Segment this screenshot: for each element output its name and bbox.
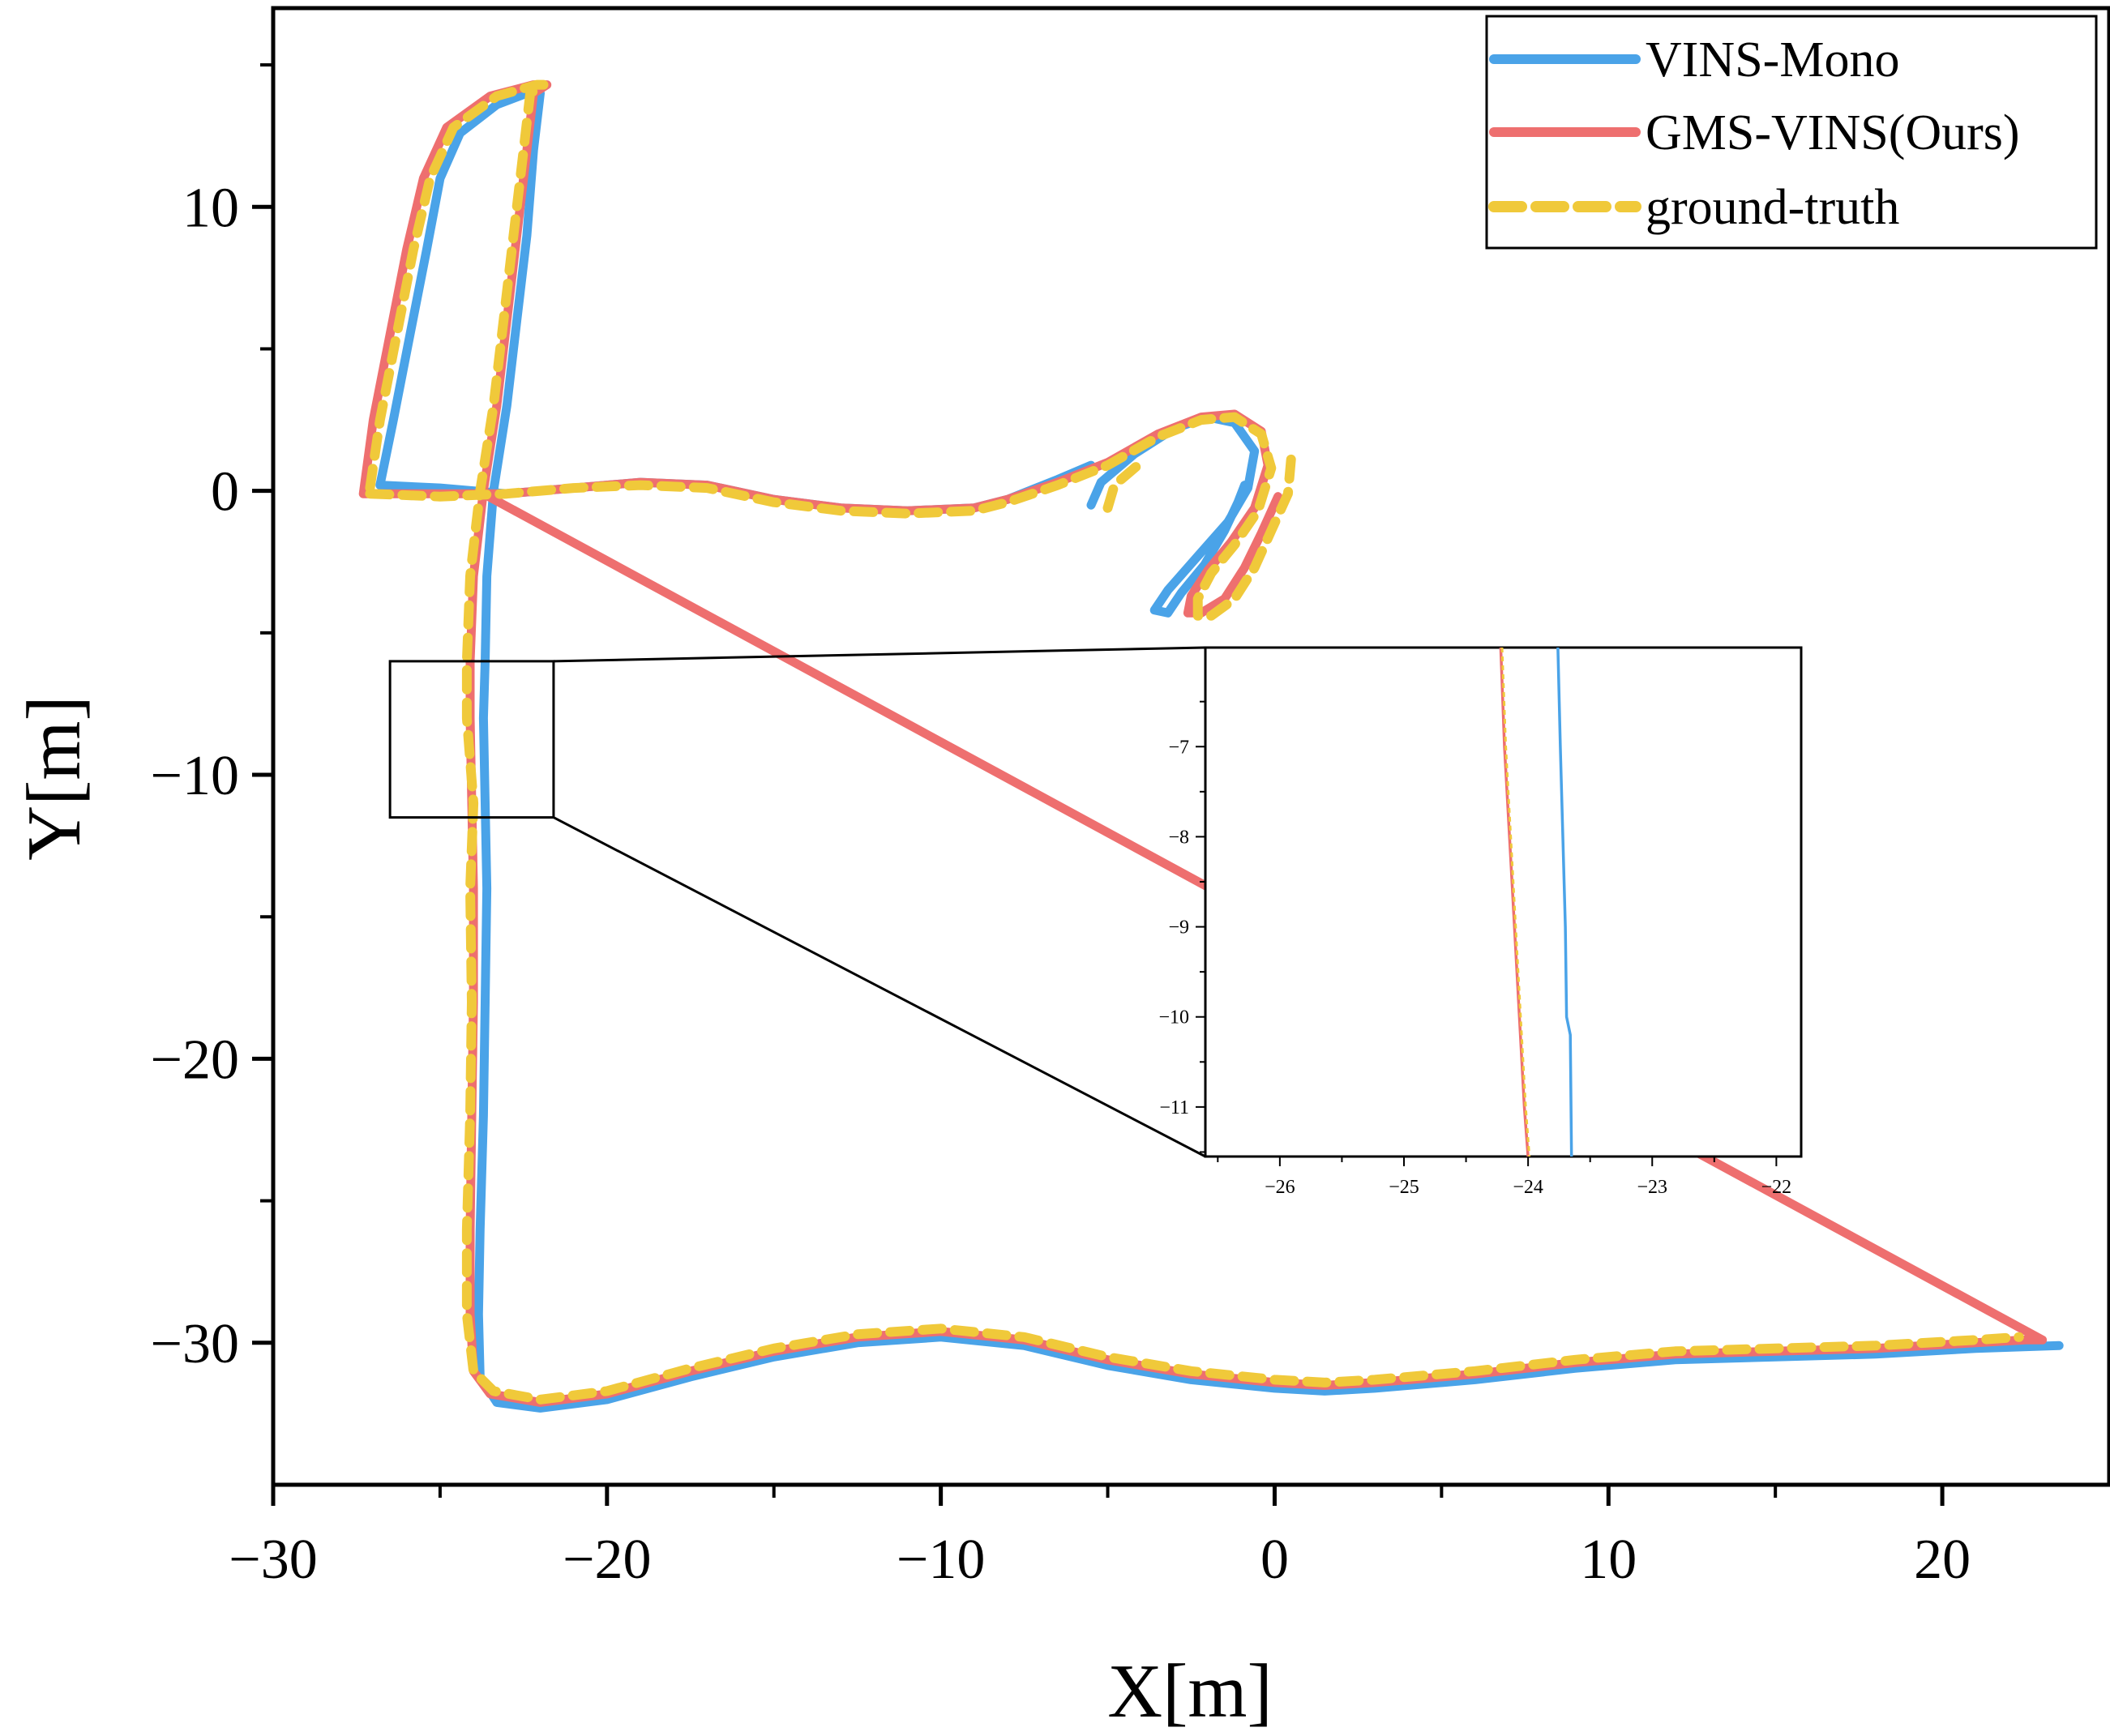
x-axis-ticks: −30 −20 −10 0 10 20 — [229, 1485, 1971, 1591]
inset-y-tick-label: −9 — [1168, 917, 1189, 939]
inset-x-tick-label: −23 — [1637, 1177, 1667, 1198]
inset-line-vins-mono — [1556, 647, 1573, 1157]
legend: VINS-Mono GMS-VINS(Ours) ground-truth — [1485, 15, 2098, 250]
inset-x-tick-label: −25 — [1389, 1177, 1419, 1198]
x-tick-label: 20 — [1914, 1529, 1971, 1591]
series-line-ground-truth-2 — [365, 412, 1296, 621]
y-tick-label: −10 — [151, 745, 239, 807]
inset-y-tick-label: −10 — [1158, 1007, 1189, 1028]
x-tick-label: 10 — [1580, 1529, 1637, 1591]
y-tick-label: 10 — [182, 177, 239, 239]
x-tick-label: −30 — [229, 1529, 317, 1591]
x-tick-label: 0 — [1260, 1529, 1289, 1591]
series-line-ground-truth — [365, 79, 2024, 1405]
inset-x-tick-label: −24 — [1513, 1177, 1543, 1198]
zoom-source-rect — [388, 660, 555, 819]
inset-x-tick-label: −26 — [1265, 1177, 1295, 1198]
zoom-connector-bottom — [553, 816, 1206, 1158]
x-tick-label: −20 — [563, 1529, 651, 1591]
inset-x-tick-label: −22 — [1761, 1177, 1792, 1198]
y-axis-ticks: −30 −20 −10 0 10 — [151, 63, 273, 1375]
legend-label-ground-truth: ground-truth — [1646, 180, 1899, 235]
zoom-connector-top — [553, 646, 1206, 663]
inset-y-tick-label: −7 — [1168, 737, 1189, 758]
y-axis-label: Y[m] — [12, 695, 96, 861]
x-axis-label: X[m] — [1107, 1649, 1273, 1734]
main-plot-lines — [358, 79, 2064, 1413]
y-tick-label: −20 — [151, 1028, 239, 1091]
y-tick-label: 0 — [211, 461, 239, 524]
inset-line-ground-truth — [1500, 647, 1531, 1157]
legend-label-vins-mono: VINS-Mono — [1646, 32, 1899, 88]
inset-y-tick-label: −8 — [1168, 827, 1189, 848]
zoom-source-box — [388, 646, 1206, 1158]
series-line-ground-truth-3 — [1102, 457, 1146, 513]
x-tick-label: −10 — [897, 1529, 985, 1591]
y-tick-label: −30 — [151, 1313, 239, 1375]
zoom-inset: −26 −25 −24 −23 −22 −7 −8 −9 −10 −11 — [1158, 646, 1803, 1198]
inset-y-tick-label: −11 — [1159, 1097, 1189, 1118]
plot-frame — [271, 6, 2110, 1487]
legend-label-gms-vins: GMS-VINS(Ours) — [1646, 105, 2020, 160]
